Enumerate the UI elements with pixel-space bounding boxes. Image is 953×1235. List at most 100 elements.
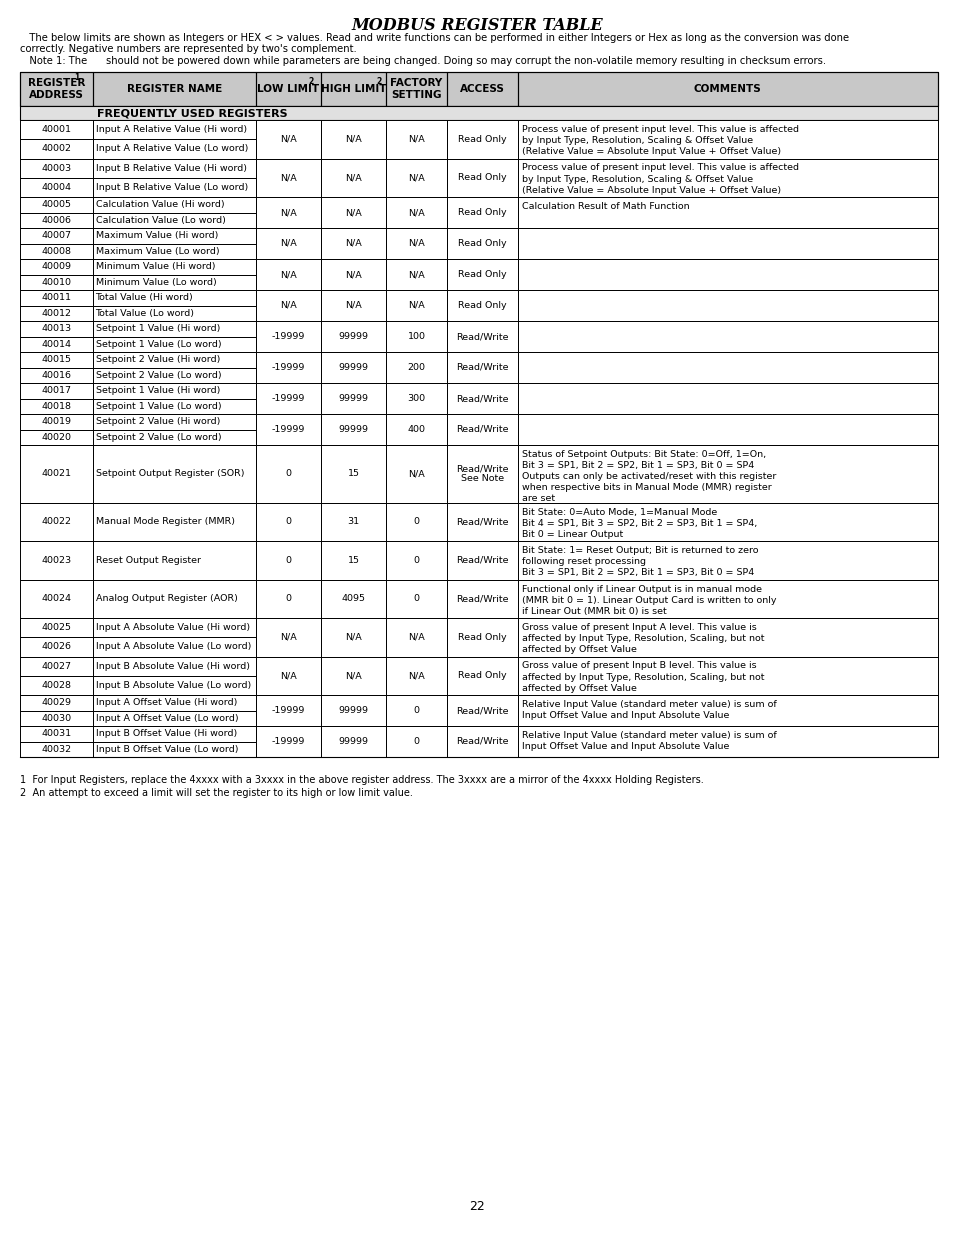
Bar bbox=[20, 657, 92, 676]
Bar bbox=[20, 726, 92, 741]
Text: 0: 0 bbox=[414, 706, 419, 715]
Bar bbox=[92, 352, 255, 368]
Bar bbox=[20, 710, 92, 726]
Bar bbox=[20, 383, 92, 399]
Bar bbox=[446, 503, 517, 541]
Bar bbox=[517, 541, 937, 579]
Bar bbox=[255, 383, 321, 414]
Bar bbox=[446, 618, 517, 657]
Bar bbox=[20, 198, 92, 212]
Bar bbox=[20, 657, 92, 676]
Text: Setpoint 2 Value (Hi word): Setpoint 2 Value (Hi word) bbox=[95, 417, 219, 426]
Bar bbox=[446, 290, 517, 321]
Bar bbox=[20, 72, 92, 106]
Bar bbox=[92, 445, 255, 503]
Text: -19999: -19999 bbox=[272, 737, 305, 746]
Bar bbox=[92, 259, 255, 274]
Bar bbox=[20, 336, 92, 352]
Bar bbox=[255, 228, 321, 259]
Text: 2  An attempt to exceed a limit will set the register to its high or low limit v: 2 An attempt to exceed a limit will set … bbox=[20, 788, 413, 798]
Bar bbox=[517, 158, 937, 198]
Bar bbox=[386, 158, 446, 198]
Text: Maximum Value (Lo word): Maximum Value (Lo word) bbox=[95, 247, 219, 256]
Bar bbox=[92, 726, 255, 741]
Text: Read/Write: Read/Write bbox=[456, 556, 508, 564]
Text: N/A: N/A bbox=[408, 270, 424, 279]
Text: Minimum Value (Hi word): Minimum Value (Hi word) bbox=[95, 262, 214, 272]
Bar bbox=[20, 430, 92, 445]
Text: 99999: 99999 bbox=[338, 425, 368, 433]
Bar bbox=[20, 321, 92, 336]
Bar bbox=[517, 120, 937, 158]
Bar bbox=[92, 158, 255, 178]
Bar bbox=[386, 726, 446, 757]
Bar bbox=[20, 637, 92, 657]
Text: 1  For Input Registers, replace the 4xxxx with a 3xxxx in the above register add: 1 For Input Registers, replace the 4xxxx… bbox=[20, 776, 703, 785]
Bar bbox=[255, 445, 321, 503]
Bar bbox=[255, 579, 321, 618]
Text: N/A: N/A bbox=[408, 207, 424, 217]
Bar bbox=[321, 445, 386, 503]
Bar bbox=[321, 726, 386, 757]
Text: 40028: 40028 bbox=[41, 680, 71, 690]
Bar bbox=[92, 228, 255, 243]
Text: Read Only: Read Only bbox=[457, 173, 506, 183]
Bar bbox=[386, 695, 446, 726]
Bar bbox=[92, 305, 255, 321]
Bar bbox=[92, 368, 255, 383]
Text: Read Only: Read Only bbox=[457, 240, 506, 248]
Bar bbox=[517, 259, 937, 290]
Bar bbox=[20, 274, 92, 290]
Bar bbox=[321, 120, 386, 158]
Bar bbox=[255, 503, 321, 541]
Text: 40029: 40029 bbox=[41, 698, 71, 708]
Bar bbox=[517, 383, 937, 414]
Text: 40027: 40027 bbox=[41, 662, 71, 671]
Text: Manual Mode Register (MMR): Manual Mode Register (MMR) bbox=[95, 517, 234, 526]
Bar bbox=[255, 259, 321, 290]
Bar bbox=[255, 120, 321, 158]
Bar bbox=[20, 120, 92, 140]
Text: 40018: 40018 bbox=[41, 401, 71, 411]
Text: Total Value (Hi word): Total Value (Hi word) bbox=[95, 293, 193, 303]
Bar bbox=[20, 352, 92, 368]
Bar bbox=[20, 368, 92, 383]
Bar bbox=[255, 579, 321, 618]
Text: Relative Input Value (standard meter value) is sum of
Input Offset Value and Inp: Relative Input Value (standard meter val… bbox=[521, 700, 776, 720]
Text: Read/Write: Read/Write bbox=[456, 706, 508, 715]
Bar bbox=[92, 305, 255, 321]
Bar bbox=[321, 383, 386, 414]
Bar bbox=[92, 414, 255, 430]
Bar bbox=[517, 259, 937, 290]
Bar bbox=[255, 158, 321, 198]
Bar bbox=[386, 383, 446, 414]
Text: 99999: 99999 bbox=[338, 363, 368, 372]
Text: Setpoint 1 Value (Hi word): Setpoint 1 Value (Hi word) bbox=[95, 325, 219, 333]
Text: 0: 0 bbox=[285, 594, 292, 603]
Text: N/A: N/A bbox=[408, 469, 424, 478]
Bar bbox=[386, 120, 446, 158]
Text: N/A: N/A bbox=[408, 135, 424, 143]
Text: The below limits are shown as Integers or HEX < > values. Read and write functio: The below limits are shown as Integers o… bbox=[20, 33, 848, 43]
Bar bbox=[92, 676, 255, 695]
Bar bbox=[386, 352, 446, 383]
Bar bbox=[92, 710, 255, 726]
Bar bbox=[20, 178, 92, 198]
Text: 40032: 40032 bbox=[41, 745, 71, 753]
Bar bbox=[92, 290, 255, 305]
Bar bbox=[321, 618, 386, 657]
Bar bbox=[446, 321, 517, 352]
Bar bbox=[321, 503, 386, 541]
Bar bbox=[255, 695, 321, 726]
Bar bbox=[20, 72, 937, 106]
Text: HIGH LIMIT: HIGH LIMIT bbox=[320, 84, 386, 94]
Text: 40020: 40020 bbox=[41, 432, 71, 442]
Bar bbox=[20, 676, 92, 695]
Bar bbox=[255, 726, 321, 757]
Bar bbox=[517, 290, 937, 321]
Text: Read Only: Read Only bbox=[457, 301, 506, 310]
Text: N/A: N/A bbox=[345, 270, 362, 279]
Text: ACCESS: ACCESS bbox=[459, 84, 504, 94]
Bar bbox=[20, 259, 92, 274]
Bar bbox=[321, 383, 386, 414]
